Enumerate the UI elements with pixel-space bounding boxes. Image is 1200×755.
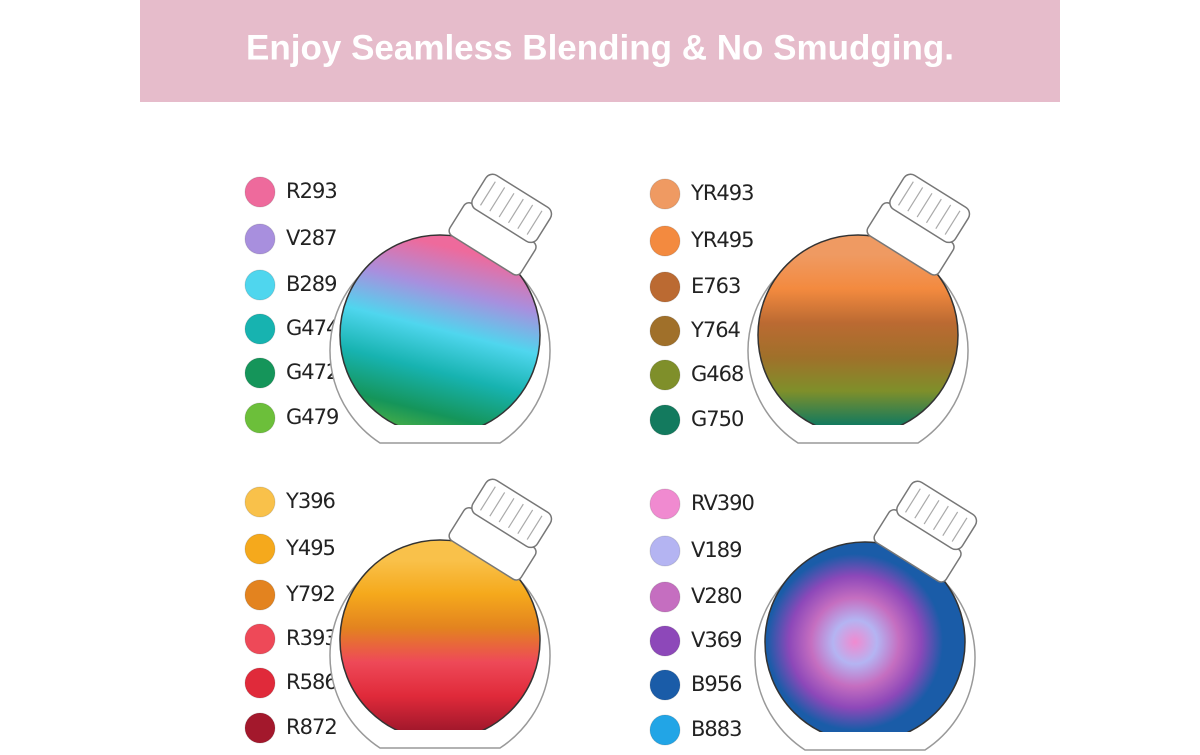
color-code: G479	[286, 405, 338, 429]
jar-lid	[866, 173, 971, 276]
color-code: E763	[691, 274, 740, 298]
swatch	[649, 581, 681, 613]
jar-lid	[873, 480, 978, 583]
jar-fill	[339, 539, 541, 730]
swatch	[649, 404, 681, 436]
swatch	[649, 225, 681, 257]
color-code: B883	[691, 717, 742, 741]
jar-fill	[757, 234, 959, 425]
color-code: Y495	[285, 536, 335, 560]
color-code: Y792	[285, 582, 335, 606]
color-code: R872	[286, 715, 337, 739]
jar-lid	[448, 173, 553, 276]
color-code: R393	[286, 626, 337, 650]
swatch	[244, 223, 276, 255]
swatch	[244, 667, 276, 699]
color-code: YR495	[690, 228, 754, 252]
swatch	[649, 714, 681, 746]
jar-fill	[764, 541, 966, 732]
swatch	[244, 176, 276, 208]
color-code: Y764	[690, 318, 741, 342]
color-code: B289	[286, 272, 337, 296]
swatch	[244, 623, 276, 655]
swatch	[244, 579, 276, 611]
color-code: V369	[691, 628, 741, 652]
swatch	[649, 359, 681, 391]
color-code: R586	[286, 670, 337, 694]
swatch	[649, 315, 681, 347]
jar-lid	[448, 478, 553, 581]
swatch	[244, 357, 276, 389]
swatch	[649, 535, 681, 567]
color-code: V280	[691, 584, 741, 608]
color-code: G750	[691, 407, 743, 431]
color-code: V189	[691, 538, 741, 562]
swatch	[649, 625, 681, 657]
swatch	[244, 402, 276, 434]
swatch	[649, 271, 681, 303]
swatch	[244, 712, 276, 744]
banner	[140, 0, 1060, 102]
banner-title: Enjoy Seamless Blending & No Smudging.	[246, 28, 954, 67]
color-code: R293	[286, 179, 337, 203]
color-code: Y396	[285, 489, 336, 513]
color-code: RV390	[691, 491, 754, 515]
swatch	[244, 486, 276, 518]
swatch	[244, 313, 276, 345]
swatch	[244, 533, 276, 565]
swatch	[244, 269, 276, 301]
color-code: G468	[691, 362, 743, 386]
swatch	[649, 178, 681, 210]
color-code: YR493	[690, 181, 754, 205]
color-code: B956	[691, 672, 742, 696]
swatch	[649, 488, 681, 520]
swatch	[649, 669, 681, 701]
color-code: V287	[286, 226, 336, 250]
jar-fill	[339, 234, 541, 425]
